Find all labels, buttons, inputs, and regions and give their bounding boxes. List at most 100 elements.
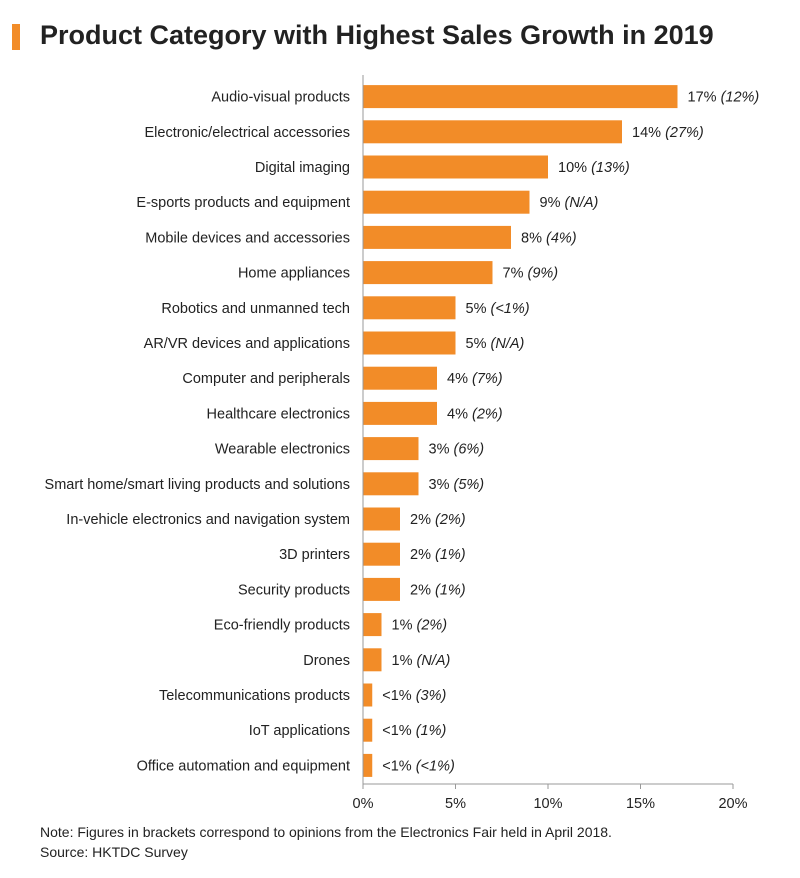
bar xyxy=(363,437,419,461)
value-label: 9% xyxy=(540,195,565,211)
data-label: <1% (<1%) xyxy=(382,758,455,774)
x-tick-label: 0% xyxy=(353,796,374,812)
bar xyxy=(363,613,382,637)
bar xyxy=(363,366,437,390)
prior-value-label: (1%) xyxy=(435,582,466,598)
data-label: 17% (12%) xyxy=(688,90,760,106)
category-label: Mobile devices and accessories xyxy=(145,230,350,246)
prior-value-label: (<1%) xyxy=(416,758,455,774)
category-label: E-sports products and equipment xyxy=(136,195,350,211)
prior-value-label: (N/A) xyxy=(491,336,525,352)
prior-value-label: (2%) xyxy=(417,618,448,634)
bar xyxy=(363,718,373,742)
data-label: 9% (N/A) xyxy=(540,195,599,211)
bar xyxy=(363,296,456,320)
category-label: Telecommunications products xyxy=(159,688,350,704)
value-label: <1% xyxy=(382,758,415,774)
category-label: In-vehicle electronics and navigation sy… xyxy=(66,512,350,528)
category-label: Eco-friendly products xyxy=(214,618,350,634)
value-label: 10% xyxy=(558,160,591,176)
bar xyxy=(363,331,456,355)
data-label: 3% (5%) xyxy=(429,477,485,493)
value-label: 2% xyxy=(410,582,435,598)
note-text: Note: Figures in brackets correspond to … xyxy=(40,824,612,840)
value-label: 7% xyxy=(503,266,528,282)
data-label: 4% (7%) xyxy=(447,371,503,387)
data-label: 3% (6%) xyxy=(429,442,485,458)
data-label: 1% (2%) xyxy=(392,618,448,634)
bar xyxy=(363,507,400,531)
bar xyxy=(363,190,530,214)
value-label: 2% xyxy=(410,547,435,563)
value-label: 4% xyxy=(447,406,472,422)
data-label: <1% (1%) xyxy=(382,723,446,739)
value-label: 17% xyxy=(688,90,721,106)
prior-value-label: (27%) xyxy=(665,125,704,141)
category-label: Smart home/smart living products and sol… xyxy=(45,477,350,493)
prior-value-label: (9%) xyxy=(528,266,559,282)
prior-value-label: (7%) xyxy=(472,371,503,387)
x-tick-label: 15% xyxy=(626,796,655,812)
prior-value-label: (5%) xyxy=(454,477,485,493)
prior-value-label: (1%) xyxy=(435,547,466,563)
category-label: Electronic/electrical accessories xyxy=(145,125,351,141)
value-label: 3% xyxy=(429,477,454,493)
value-label: 3% xyxy=(429,442,454,458)
bar xyxy=(363,683,373,707)
value-label: 4% xyxy=(447,371,472,387)
bar xyxy=(363,401,437,425)
category-label: Robotics and unmanned tech xyxy=(161,301,350,317)
x-tick-label: 5% xyxy=(445,796,466,812)
data-label: 14% (27%) xyxy=(632,125,704,141)
data-label: 2% (1%) xyxy=(410,547,466,563)
source-text: Source: HKTDC Survey xyxy=(40,844,188,860)
bar xyxy=(363,648,382,672)
category-label: Digital imaging xyxy=(255,160,350,176)
prior-value-label: (3%) xyxy=(416,688,447,704)
bar xyxy=(363,753,373,777)
data-label: 4% (2%) xyxy=(447,406,503,422)
data-label: 2% (2%) xyxy=(410,512,466,528)
bar xyxy=(363,261,493,285)
bar xyxy=(363,542,400,566)
category-label: Home appliances xyxy=(238,266,350,282)
value-label: 1% xyxy=(392,653,417,669)
bar xyxy=(363,577,400,601)
x-tick-label: 10% xyxy=(533,796,562,812)
prior-value-label: (N/A) xyxy=(417,653,451,669)
data-label: 2% (1%) xyxy=(410,582,466,598)
category-label: Drones xyxy=(303,653,350,669)
data-label: 8% (4%) xyxy=(521,230,577,246)
bar xyxy=(363,85,678,109)
data-label: 5% (<1%) xyxy=(466,301,530,317)
value-label: <1% xyxy=(382,688,415,704)
prior-value-label: (4%) xyxy=(546,230,577,246)
data-label: 1% (N/A) xyxy=(392,653,451,669)
bar xyxy=(363,155,548,179)
prior-value-label: (13%) xyxy=(591,160,630,176)
bar xyxy=(363,120,622,144)
category-label: Computer and peripherals xyxy=(182,371,350,387)
bar xyxy=(363,472,419,496)
bar xyxy=(363,225,511,249)
value-label: 8% xyxy=(521,230,546,246)
category-label: Security products xyxy=(238,582,350,598)
prior-value-label: (<1%) xyxy=(491,301,530,317)
value-label: <1% xyxy=(382,723,415,739)
prior-value-label: (12%) xyxy=(721,90,760,106)
category-label: 3D printers xyxy=(279,547,350,563)
data-label: 5% (N/A) xyxy=(466,336,525,352)
category-label: Audio-visual products xyxy=(211,90,350,106)
value-label: 5% xyxy=(466,301,491,317)
data-label: 10% (13%) xyxy=(558,160,630,176)
category-label: Healthcare electronics xyxy=(207,406,350,422)
prior-value-label: (1%) xyxy=(416,723,447,739)
prior-value-label: (2%) xyxy=(435,512,466,528)
prior-value-label: (6%) xyxy=(454,442,485,458)
value-label: 14% xyxy=(632,125,665,141)
title-accent-bar xyxy=(12,24,20,50)
data-label: <1% (3%) xyxy=(382,688,446,704)
prior-value-label: (N/A) xyxy=(565,195,599,211)
chart-title: Product Category with Highest Sales Grow… xyxy=(40,20,714,50)
